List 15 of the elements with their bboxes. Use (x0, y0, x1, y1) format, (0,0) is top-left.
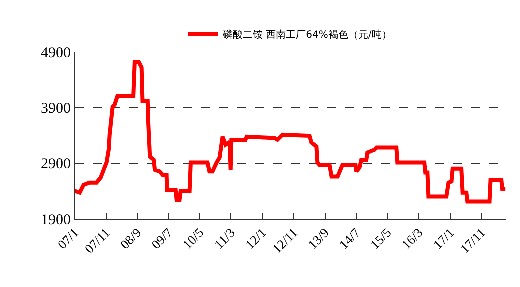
x-tick-label: 13/9 (305, 225, 332, 252)
y-tick-label: 2900 (41, 156, 71, 173)
x-tick-label: 14/7 (336, 224, 364, 252)
x-tick-label: 11/3 (211, 225, 238, 252)
line-series (75, 60, 506, 204)
y-tick-label: 3900 (41, 100, 71, 117)
x-tick-label: 08/9 (117, 225, 144, 252)
x-tick-label: 15/5 (367, 225, 394, 252)
legend-label: 磷酸二铵 西南工厂64%褐色（元/吨） (222, 29, 392, 42)
x-tick-label: 12/1 (242, 225, 270, 252)
y-tick-label: 4900 (41, 45, 71, 62)
x-tick-label: 09/7 (148, 224, 176, 252)
x-tick-label: 10/5 (180, 225, 207, 252)
x-tick-label: 17/1 (430, 225, 458, 252)
x-tick-label: 16/3 (398, 225, 426, 252)
